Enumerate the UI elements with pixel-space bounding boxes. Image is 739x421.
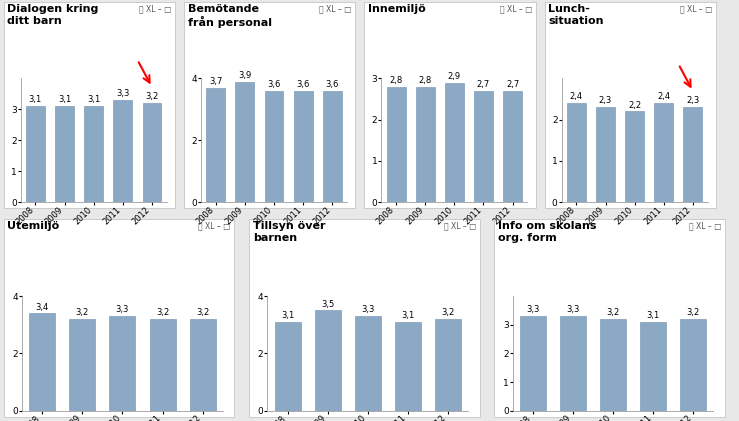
Text: Bemötande
från personal: Bemötande från personal [188,4,272,28]
Bar [600,319,626,411]
Text: 3,1: 3,1 [281,311,294,320]
Text: 2,4: 2,4 [657,92,670,101]
Bar [355,316,381,411]
Text: 3,1: 3,1 [401,311,415,320]
Bar [625,112,644,202]
Bar [323,91,341,202]
Bar [681,319,706,411]
Bar [654,103,673,202]
Text: 图 XL – □: 图 XL – □ [319,4,352,13]
Bar [445,83,464,202]
Bar [69,319,95,411]
Text: 3,2: 3,2 [196,308,209,317]
Text: 图 XL – □: 图 XL – □ [500,4,532,13]
Text: 3,1: 3,1 [29,96,42,104]
Bar [684,107,702,202]
Bar [265,91,284,202]
Text: 3,2: 3,2 [156,308,169,317]
Text: 3,5: 3,5 [321,300,334,309]
Text: 2,9: 2,9 [448,72,461,81]
Text: 图 XL – □: 图 XL – □ [689,221,721,230]
Text: 3,1: 3,1 [58,96,71,104]
Text: 2,7: 2,7 [477,80,490,89]
Bar [113,100,132,202]
Text: 图 XL – □: 图 XL – □ [443,221,476,230]
Bar [190,319,216,411]
Text: 2,3: 2,3 [599,96,612,105]
Text: 3,2: 3,2 [607,308,620,317]
Text: 3,2: 3,2 [687,308,700,317]
Bar [474,91,493,202]
Text: 图 XL – □: 图 XL – □ [139,4,171,13]
Text: 2,8: 2,8 [389,76,403,85]
Text: Lunch-
situation: Lunch- situation [548,4,604,26]
Text: 2,2: 2,2 [628,101,641,109]
Bar [395,322,421,411]
Text: 3,1: 3,1 [647,311,660,320]
Bar [435,319,461,411]
Bar [236,82,254,202]
Text: 3,2: 3,2 [146,92,159,101]
Bar [640,322,667,411]
Text: 3,7: 3,7 [209,77,222,86]
Bar [26,106,45,202]
Text: 3,3: 3,3 [116,306,129,314]
Bar [293,91,313,202]
Text: Utemiljö: Utemiljö [7,221,60,231]
Text: 3,3: 3,3 [526,306,539,314]
Text: 3,3: 3,3 [116,89,129,98]
Bar [560,316,586,411]
Text: 3,2: 3,2 [441,308,454,317]
Text: 3,9: 3,9 [238,71,251,80]
Text: 3,1: 3,1 [87,96,101,104]
Text: Tillsyn över
barnen: Tillsyn över barnen [253,221,325,242]
Bar [596,107,615,202]
Text: Dialogen kring
ditt barn: Dialogen kring ditt barn [7,4,99,26]
Bar [143,103,161,202]
Bar [520,316,546,411]
Bar [315,310,341,411]
Bar [84,106,103,202]
Text: 2,7: 2,7 [506,80,520,89]
Text: 3,6: 3,6 [296,80,310,89]
Text: 图 XL – □: 图 XL – □ [198,221,231,230]
Text: 2,8: 2,8 [418,76,432,85]
Bar [274,322,301,411]
Bar [567,103,586,202]
Bar [386,87,406,202]
Text: Innemiljö: Innemiljö [368,4,426,14]
Text: 3,4: 3,4 [35,303,49,312]
Text: 3,3: 3,3 [361,306,375,314]
Text: 3,3: 3,3 [566,306,579,314]
Text: 2,3: 2,3 [687,96,700,105]
Bar [55,106,74,202]
Text: 图 XL – □: 图 XL – □ [680,4,712,13]
Text: Info om skolans
org. form: Info om skolans org. form [498,221,596,242]
Bar [503,91,522,202]
Bar [29,313,55,411]
Text: 3,6: 3,6 [326,80,339,89]
Bar [109,316,135,411]
Text: 3,2: 3,2 [75,308,89,317]
Text: 3,6: 3,6 [268,80,281,89]
Bar [149,319,176,411]
Bar [206,88,225,202]
Text: 2,4: 2,4 [570,92,583,101]
Bar [416,87,435,202]
